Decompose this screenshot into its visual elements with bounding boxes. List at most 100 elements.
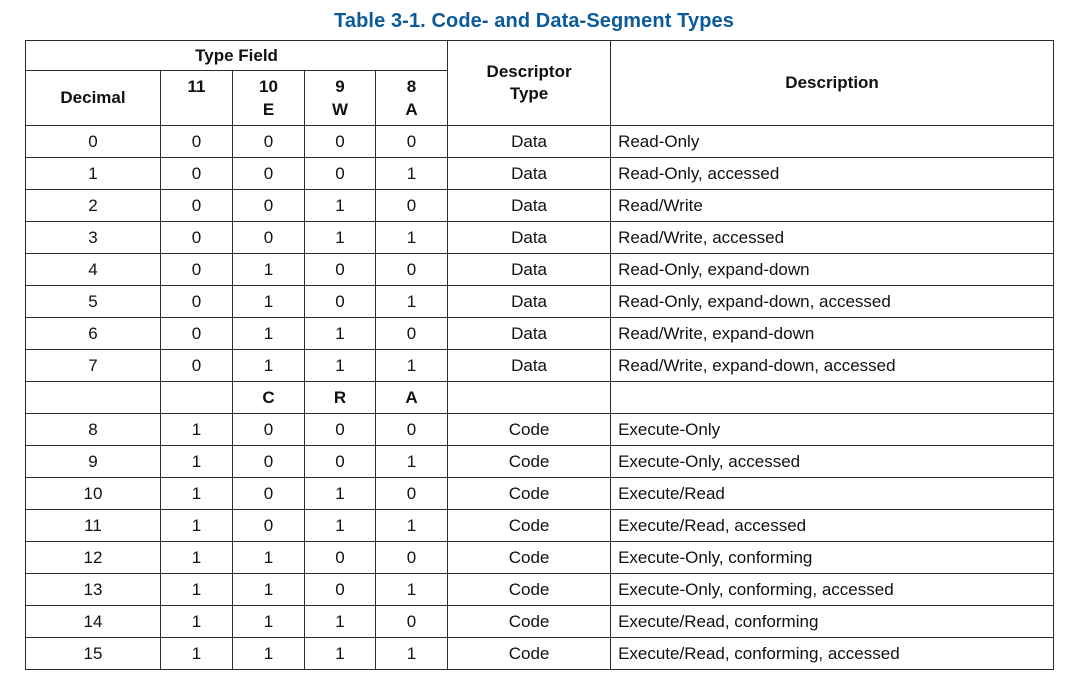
table-row: 10 1 0 1 0 Code Execute/Read xyxy=(25,477,1055,510)
bit10-cell: 0 xyxy=(232,477,305,510)
bit10-letter: E xyxy=(262,100,275,119)
segment-types-table: Type Field Descriptor Type Description D… xyxy=(24,40,1055,670)
table-row: 15 1 1 1 1 Code Execute/Read, conforming, acce… xyxy=(25,637,1055,670)
decimal-cell: 15 xyxy=(25,637,161,670)
bit10-cell: 0 xyxy=(232,157,305,190)
description-cell: Execute-Only, conforming, accessed xyxy=(610,573,1055,606)
bit10-cell: 0 xyxy=(232,445,305,478)
table-row: 1 0 0 0 1 Data Read-Only, accessed xyxy=(25,157,1055,190)
decimal-cell: 14 xyxy=(25,605,161,638)
bit9-cell: 0 xyxy=(304,541,376,574)
bit9-cell: 1 xyxy=(304,349,376,382)
type-field-header: Type Field xyxy=(24,40,449,71)
bit10-cell: 0 xyxy=(232,413,305,446)
table-row: 6 0 1 1 0 Data Read/Write, expand-down xyxy=(25,317,1055,350)
table-row: 7 0 1 1 1 Data Read/Write, expand-down, access… xyxy=(25,349,1055,382)
bit9-code-letter: R xyxy=(304,381,376,414)
bit10-cell: 1 xyxy=(232,541,305,574)
table-row: 11 1 0 1 1 Code Execute/Read, accessed xyxy=(25,509,1055,542)
description-cell: Read/Write, expand-down xyxy=(610,317,1055,350)
bit10-cell: 0 xyxy=(232,189,305,222)
descriptor-type-cell: Code xyxy=(447,605,612,638)
bit11-cell: 1 xyxy=(160,541,233,574)
bit11-cell: 0 xyxy=(160,157,233,190)
bit10-cell: 0 xyxy=(232,509,305,542)
description-cell: Execute/Read xyxy=(610,477,1055,510)
bit11-cell: 0 xyxy=(160,189,233,222)
bit8-cell: 1 xyxy=(374,349,449,382)
table-row: 4 0 1 0 0 Data Read-Only, expand-down xyxy=(25,253,1055,286)
blank-cell xyxy=(610,381,1055,414)
bit11-cell: 1 xyxy=(160,637,233,670)
descriptor-type-header-line1: Descriptor xyxy=(486,62,572,81)
bit9-cell: 1 xyxy=(304,637,376,670)
bit8-cell: 0 xyxy=(374,605,449,638)
bit10-cell: 1 xyxy=(232,317,305,350)
decimal-cell: 1 xyxy=(25,157,161,190)
bit9-cell: 0 xyxy=(304,285,376,318)
bit8-code-letter: A xyxy=(374,381,449,414)
bit10-code-letter: C xyxy=(232,381,305,414)
header-row-top: Type Field Descriptor Type Description xyxy=(24,40,1055,126)
bit9-cell: 0 xyxy=(304,125,376,158)
bit8-number: 8 xyxy=(406,77,417,96)
table-row: 0 0 0 0 0 Data Read-Only xyxy=(25,125,1055,158)
descriptor-type-cell: Data xyxy=(447,349,612,382)
bit10-cell: 1 xyxy=(232,637,305,670)
bit10-header: 10 E xyxy=(232,70,305,126)
descriptor-type-cell: Code xyxy=(447,541,612,574)
bit11-cell: 0 xyxy=(160,125,233,158)
table-row: 8 1 0 0 0 Code Execute-Only xyxy=(25,413,1055,446)
description-cell: Execute/Read, accessed xyxy=(610,509,1055,542)
blank-cell xyxy=(25,381,161,414)
bit8-cell: 0 xyxy=(374,413,449,446)
header-row-bits: Decimal 11 10 E 9 W 8 A xyxy=(25,70,1054,126)
description-cell: Read/Write, accessed xyxy=(610,221,1055,254)
bit9-cell: 1 xyxy=(304,605,376,638)
descriptor-type-cell: Code xyxy=(447,445,612,478)
description-cell: Execute-Only xyxy=(610,413,1055,446)
bit11-number: 11 xyxy=(187,77,206,96)
table-row: 12 1 1 0 0 Code Execute-Only, conforming xyxy=(25,541,1055,574)
table-row: 9 1 0 0 1 Code Execute-Only, accessed xyxy=(25,445,1055,478)
bit9-letter: W xyxy=(331,100,349,119)
bit8-cell: 1 xyxy=(374,157,449,190)
descriptor-type-cell: Data xyxy=(447,221,612,254)
bit8-cell: 1 xyxy=(374,285,449,318)
bit8-cell: 1 xyxy=(374,637,449,670)
decimal-cell: 12 xyxy=(25,541,161,574)
bit10-cell: 1 xyxy=(232,349,305,382)
bit11-cell: 1 xyxy=(160,573,233,606)
decimal-header: Decimal xyxy=(25,70,161,126)
bit11-header: 11 xyxy=(160,70,233,126)
bit8-cell: 0 xyxy=(374,253,449,286)
description-cell: Read-Only, expand-down xyxy=(610,253,1055,286)
descriptor-type-cell: Data xyxy=(447,189,612,222)
descriptor-type-cell: Data xyxy=(447,125,612,158)
bit9-header: 9 W xyxy=(304,70,376,126)
description-cell: Read-Only, expand-down, accessed xyxy=(610,285,1055,318)
bit8-header: 8 A xyxy=(374,70,449,126)
descriptor-type-cell: Data xyxy=(447,285,612,318)
bit8-cell: 1 xyxy=(374,221,449,254)
bit8-cell: 1 xyxy=(374,573,449,606)
description-cell: Read/Write, expand-down, accessed xyxy=(610,349,1055,382)
bit8-cell: 0 xyxy=(374,125,449,158)
descriptor-type-header: Descriptor Type xyxy=(447,40,612,126)
bit9-cell: 0 xyxy=(304,413,376,446)
descriptor-type-cell: Data xyxy=(447,317,612,350)
table-row: 2 0 0 1 0 Data Read/Write xyxy=(25,189,1055,222)
bit9-cell: 0 xyxy=(304,573,376,606)
decimal-cell: 5 xyxy=(25,285,161,318)
bit10-cell: 1 xyxy=(232,253,305,286)
description-cell: Read/Write xyxy=(610,189,1055,222)
decimal-cell: 2 xyxy=(25,189,161,222)
bit11-cell: 1 xyxy=(160,445,233,478)
bit11-cell: 1 xyxy=(160,413,233,446)
decimal-cell: 8 xyxy=(25,413,161,446)
bit8-cell: 1 xyxy=(374,445,449,478)
descriptor-type-cell: Code xyxy=(447,509,612,542)
descriptor-type-cell: Code xyxy=(447,413,612,446)
bit8-letter: A xyxy=(405,100,418,119)
bit9-cell: 0 xyxy=(304,253,376,286)
